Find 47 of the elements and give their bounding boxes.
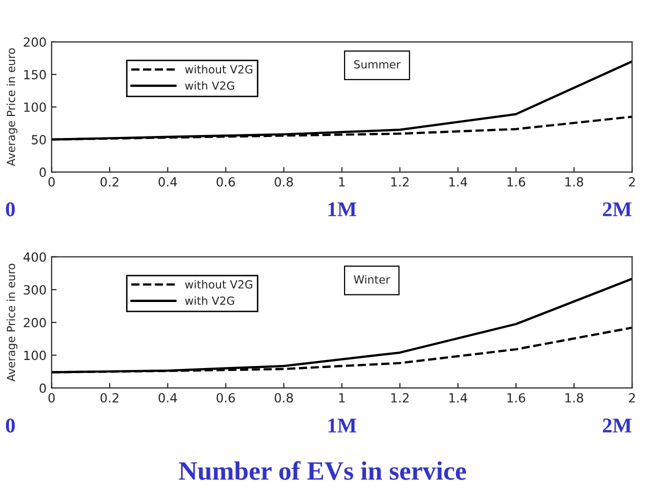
text: 2M	[602, 202, 632, 216]
x-tick-label: 0	[48, 393, 55, 403]
x-tick-label: 1.6	[507, 177, 526, 187]
x-tick-label: 0	[48, 177, 55, 187]
y-tick-label: 150	[24, 70, 46, 80]
text: 0	[6, 418, 15, 433]
y-tick-label: 50	[32, 134, 46, 144]
text: 1M	[328, 202, 356, 216]
x-tick-label: 2	[629, 177, 635, 186]
x-axis-title: Number of EVs in service	[178, 461, 466, 480]
legend-label: with V2G	[185, 81, 234, 90]
x-tick-label: 0.2	[100, 177, 118, 187]
y-axis-title: Average Price in euro	[6, 264, 18, 382]
y-tick-label: 400	[23, 252, 46, 262]
x-tick-label: 0.4	[158, 393, 177, 403]
x-tick-label: 1.2	[391, 177, 409, 186]
y-tick-label: 200	[24, 318, 46, 328]
x-tick-label: 2	[629, 393, 635, 402]
text: 1M	[328, 418, 356, 432]
y-tick-label: 100	[24, 102, 46, 112]
x-tick-label: 0.8	[274, 177, 293, 187]
x-tick-label: 0.8	[274, 393, 293, 403]
x-tick-label: 0.2	[100, 393, 118, 403]
text: 2M	[602, 418, 632, 432]
x-tick-label: 0.6	[216, 177, 235, 187]
y-tick-label: 100	[24, 350, 46, 360]
text: 0	[6, 202, 15, 216]
x-tick-label: 1.6	[507, 393, 526, 403]
x-tick-label: 1.2	[391, 393, 409, 402]
x-tick-label: 0.6	[216, 393, 235, 403]
x-tick-label: 1.4	[449, 393, 468, 402]
y-tick-label: 200	[24, 37, 46, 47]
legend-label: with V2G	[185, 296, 234, 305]
x-tick-label: 0.4	[158, 177, 177, 187]
legend-label: without V2G	[185, 280, 252, 289]
y-tick-label: 0	[40, 168, 46, 177]
y-tick-label: 300	[24, 285, 46, 295]
legend-label: without V2G	[185, 64, 252, 74]
y-tick-label: 0	[40, 383, 46, 393]
x-tick-label: 1	[339, 393, 345, 402]
x-tick-label: 1	[339, 177, 345, 186]
x-tick-label: 1.8	[565, 393, 584, 403]
x-tick-label: 1.8	[565, 177, 584, 187]
y-axis-title: Average Price in euro	[6, 48, 18, 166]
annotation: Winter	[354, 275, 390, 284]
annotation: Summer	[354, 60, 401, 69]
x-tick-label: 1.4	[449, 177, 468, 186]
